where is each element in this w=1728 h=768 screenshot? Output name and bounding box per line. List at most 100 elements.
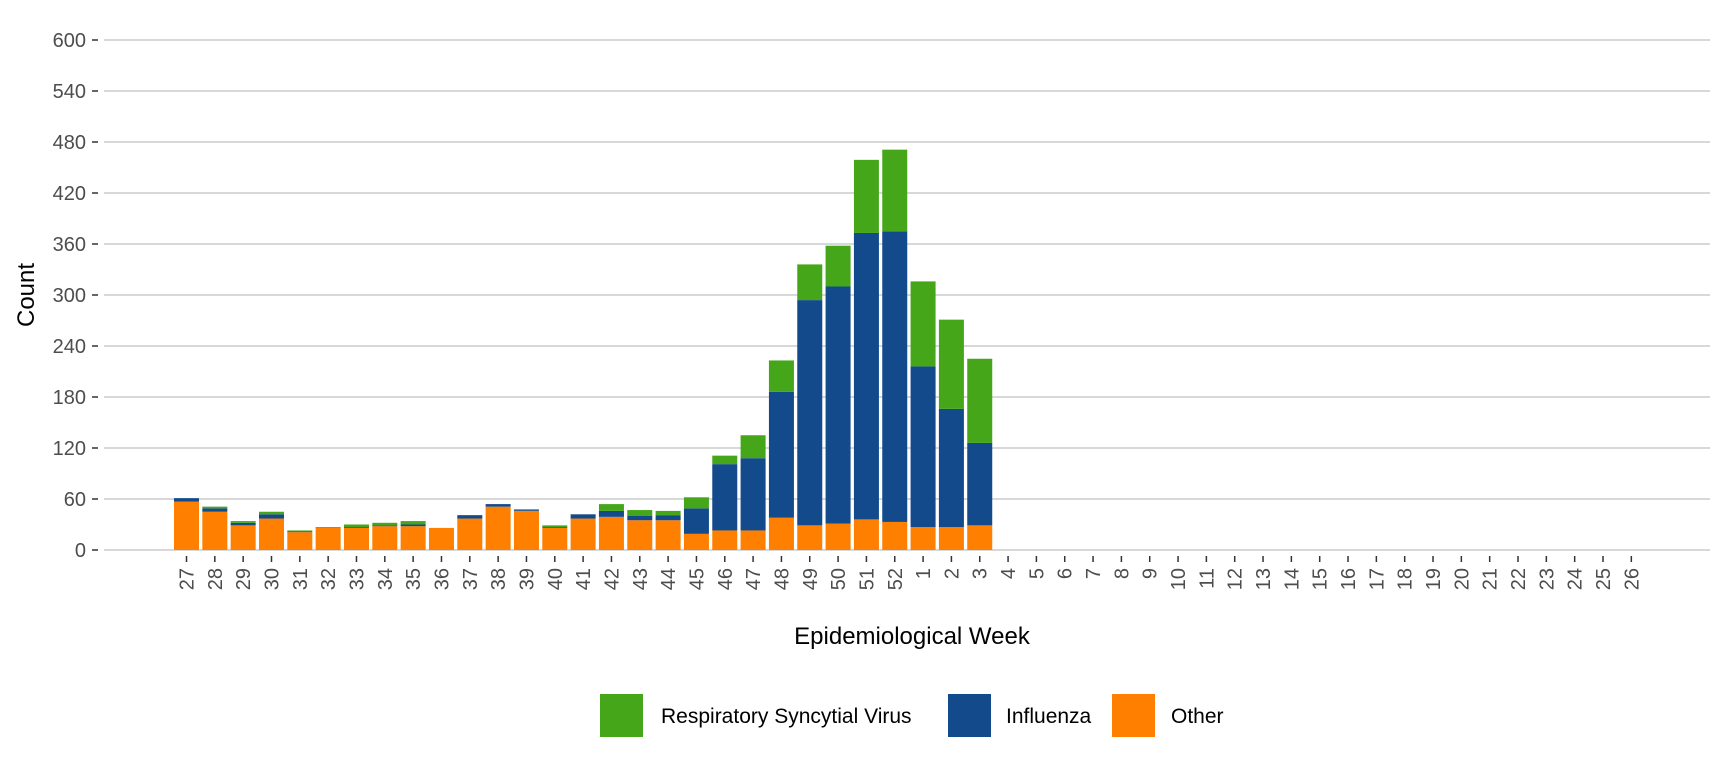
bar-segment-other	[315, 527, 341, 550]
bar-segment-other	[967, 525, 993, 550]
bar-segment-other	[938, 527, 964, 550]
bar-segment-other	[655, 520, 681, 550]
x-tick-label: 25	[1593, 568, 1615, 590]
bar-segment-respiratory-syncytial-virus	[542, 525, 568, 528]
bar-segment-other	[230, 525, 256, 550]
y-tick-label: 240	[53, 336, 86, 358]
bar-segment-respiratory-syncytial-virus	[938, 319, 964, 409]
bar-segment-influenza	[570, 514, 596, 519]
bars	[174, 149, 993, 550]
y-axis: 0 60 120 180 240 300 360 420 480 540 600	[53, 30, 98, 562]
bar-segment-other	[627, 520, 653, 550]
x-axis-title: Epidemiological Week	[794, 623, 1031, 650]
x-tick-label: 1	[913, 568, 935, 579]
x-tick-label: 46	[715, 568, 737, 590]
bar-segment-other	[825, 523, 851, 550]
bar-segment-respiratory-syncytial-virus	[202, 506, 228, 509]
bar-segment-influenza	[513, 510, 539, 511]
bar-segment-respiratory-syncytial-virus	[683, 497, 709, 509]
bar-segment-other	[372, 526, 398, 550]
bar-segment-other	[513, 510, 539, 550]
bar-segment-respiratory-syncytial-virus	[287, 530, 313, 532]
y-tick-label: 420	[53, 183, 86, 205]
bar-segment-respiratory-syncytial-virus	[910, 281, 936, 367]
y-tick-label: 480	[53, 132, 86, 154]
bar-segment-other	[768, 517, 794, 550]
bar-segment-respiratory-syncytial-virus	[882, 149, 908, 232]
legend-label-influenza: Influenza	[1006, 705, 1092, 728]
y-tick-label: 300	[53, 285, 86, 307]
bar-segment-respiratory-syncytial-virus	[853, 159, 879, 233]
bar-segment-influenza	[202, 508, 228, 512]
bar-segment-influenza	[400, 524, 426, 527]
legend-swatch-influenza	[948, 694, 991, 737]
bar-segment-influenza	[457, 515, 483, 519]
bar-segment-influenza	[768, 391, 794, 518]
x-tick-label: 40	[545, 568, 567, 590]
y-tick-label: 540	[53, 81, 86, 103]
legend: Respiratory Syncytial Virus Influenza Othe…	[600, 694, 1224, 737]
bar-segment-other	[797, 525, 823, 550]
x-tick-label: 22	[1508, 568, 1530, 590]
bar-segment-influenza	[372, 525, 398, 527]
bar-segment-respiratory-syncytial-virus	[712, 455, 738, 465]
x-tick-label: 41	[573, 568, 595, 590]
bar-segment-respiratory-syncytial-virus	[513, 509, 539, 511]
bar-segment-other	[740, 530, 766, 550]
x-tick-label: 32	[318, 568, 340, 590]
x-tick-label: 2	[941, 568, 963, 579]
bar-segment-respiratory-syncytial-virus	[967, 358, 993, 443]
y-tick-label: 180	[53, 387, 86, 409]
bar-segment-respiratory-syncytial-virus	[258, 511, 284, 515]
x-tick-label: 14	[1281, 568, 1303, 590]
bar-segment-other	[457, 518, 483, 550]
x-tick-label: 37	[460, 568, 482, 590]
x-axis: 27 28 29 30 31 32 33 34 35 36 37 38 39 40 41 42 43 44 45 46…	[177, 556, 1643, 590]
x-tick-label: 49	[800, 568, 822, 590]
bar-segment-respiratory-syncytial-virus	[740, 435, 766, 459]
bar-segment-other	[400, 526, 426, 550]
bar-segment-other	[853, 519, 879, 550]
y-tick-label: 120	[53, 438, 86, 460]
bar-segment-other	[683, 533, 709, 550]
x-tick-label: 42	[601, 568, 623, 590]
x-tick-label: 4	[998, 568, 1020, 579]
legend-swatch-other	[1112, 694, 1155, 737]
bar-segment-other	[882, 521, 908, 550]
x-tick-label: 48	[771, 568, 793, 590]
bar-segment-influenza	[740, 458, 766, 531]
bar-segment-respiratory-syncytial-virus	[315, 527, 341, 528]
x-tick-label: 6	[1055, 568, 1077, 579]
x-tick-label: 11	[1196, 568, 1218, 589]
bar-segment-respiratory-syncytial-virus	[797, 264, 823, 301]
y-axis-title: Count	[13, 263, 40, 327]
bar-segment-respiratory-syncytial-virus	[768, 360, 794, 392]
bar-segment-other	[174, 501, 199, 550]
bar-segment-influenza	[542, 527, 568, 528]
bar-segment-respiratory-syncytial-virus	[372, 522, 398, 526]
x-tick-label: 23	[1536, 568, 1558, 590]
legend-swatch-respiratory-syncytial-virus	[600, 694, 643, 737]
x-tick-label: 20	[1451, 568, 1473, 590]
bar-segment-influenza	[938, 408, 964, 528]
bar-segment-other	[910, 527, 936, 550]
x-tick-label: 24	[1565, 568, 1587, 590]
x-tick-label: 47	[743, 568, 765, 590]
bar-segment-other	[485, 506, 511, 550]
x-tick-label: 16	[1338, 568, 1360, 590]
x-tick-label: 26	[1621, 568, 1643, 590]
x-tick-label: 18	[1395, 568, 1417, 590]
bar-segment-influenza	[825, 286, 851, 524]
x-tick-label: 33	[346, 568, 368, 590]
x-tick-label: 13	[1253, 568, 1275, 590]
bar-segment-influenza	[174, 498, 199, 502]
x-tick-label: 44	[658, 568, 680, 590]
y-tick-label: 360	[53, 234, 86, 256]
bar-segment-influenza	[797, 300, 823, 526]
bar-segment-influenza	[258, 514, 284, 519]
bar-segment-other	[428, 527, 454, 550]
bar-segment-respiratory-syncytial-virus	[400, 521, 426, 525]
bar-segment-respiratory-syncytial-virus	[627, 510, 653, 516]
x-tick-label: 35	[403, 568, 425, 590]
